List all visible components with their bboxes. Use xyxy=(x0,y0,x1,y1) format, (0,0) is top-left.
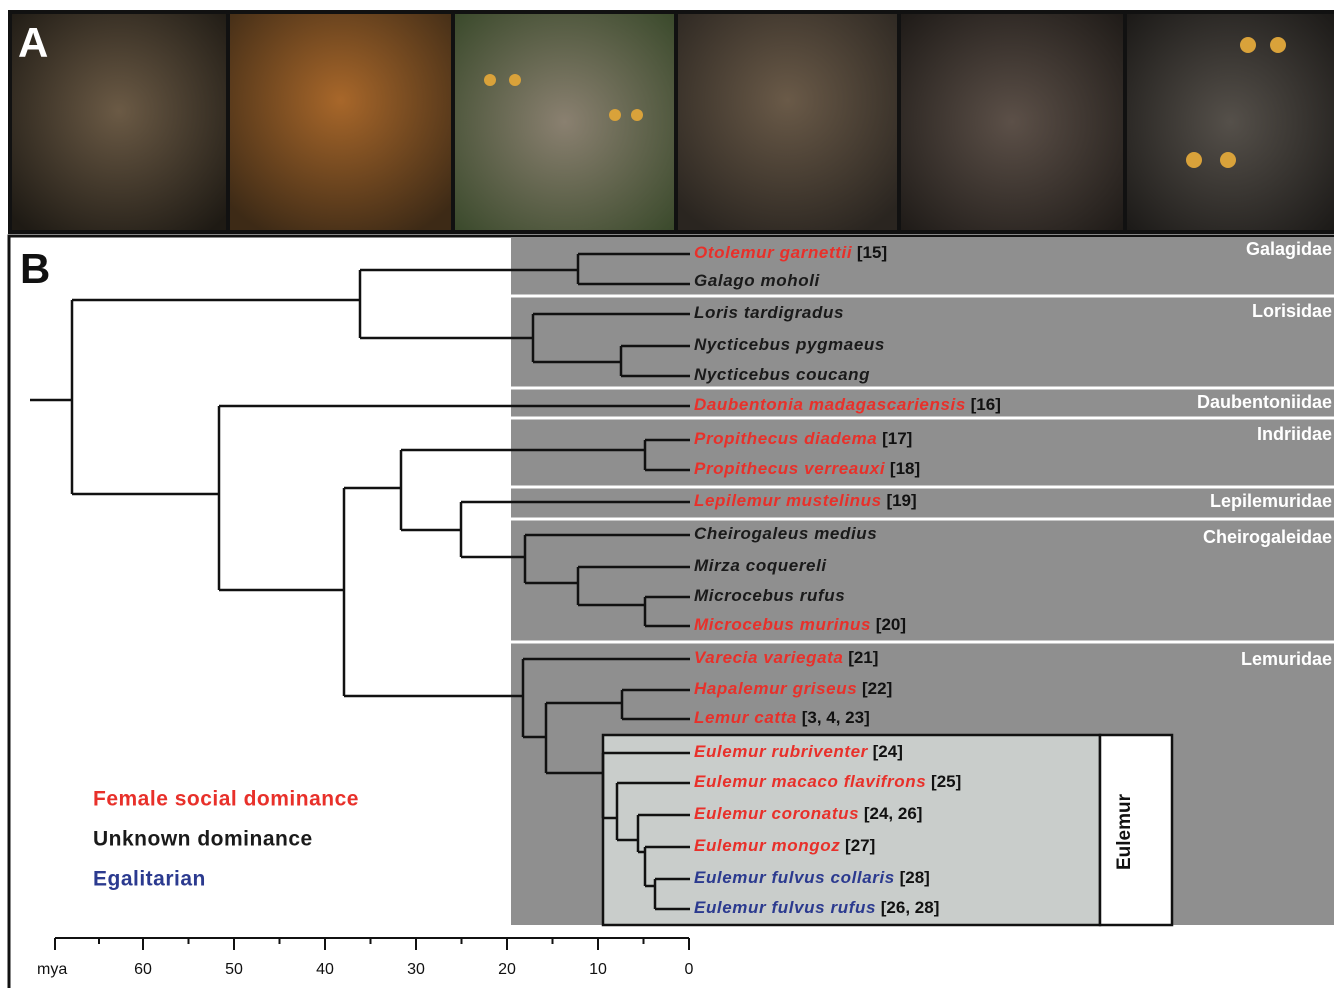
taxon-ref: [3, 4, 23] xyxy=(802,708,870,727)
legend-entry: Female social dominance xyxy=(93,788,359,811)
taxon: Galago moholi xyxy=(694,271,821,290)
taxon: Lemur catta [3, 4, 23] xyxy=(694,708,870,727)
legend-entry: Unknown dominance xyxy=(93,828,313,851)
taxon: Eulemur macaco flavifrons [25] xyxy=(694,772,961,791)
taxon: Loris tardigradus xyxy=(694,303,844,322)
taxon-name: Mirza coquereli xyxy=(694,556,827,575)
taxon: Daubentonia madagascariensis [16] xyxy=(694,395,1001,414)
taxon: Eulemur fulvus collaris [28] xyxy=(694,868,930,887)
taxon-name: Nycticebus pygmaeus xyxy=(694,335,885,354)
taxon-name: Eulemur fulvus collaris xyxy=(694,868,895,887)
taxon-ref: [25] xyxy=(931,772,961,791)
taxon-name: Eulemur mongoz xyxy=(694,836,840,855)
taxon: Nycticebus pygmaeus xyxy=(694,335,885,354)
taxon-name: Propithecus diadema xyxy=(694,429,877,448)
taxon: Cheirogaleus medius xyxy=(694,524,877,543)
taxon-name: Microcebus murinus xyxy=(694,615,871,634)
taxon: Propithecus verreauxi [18] xyxy=(694,459,920,478)
taxon: Mirza coquereli xyxy=(694,556,827,575)
family-label: Cheirogaleidae xyxy=(1203,527,1332,547)
taxon: Eulemur mongoz [27] xyxy=(694,836,875,855)
taxon: Eulemur rubriventer [24] xyxy=(694,742,903,761)
clade-label: Eulemur xyxy=(1114,793,1135,870)
taxon-name: Lemur catta xyxy=(694,708,797,727)
taxon-name: Galago moholi xyxy=(694,271,821,290)
taxon: Otolemur garnettii [15] xyxy=(694,243,887,262)
taxon-name: Hapalemur griseus xyxy=(694,679,857,698)
axis-tick-label: 50 xyxy=(225,961,243,978)
family-label: Galagidae xyxy=(1246,239,1332,259)
taxon: Microcebus murinus [20] xyxy=(694,615,906,634)
family-label: Indriidae xyxy=(1257,424,1332,444)
taxon-ref: [15] xyxy=(857,243,887,262)
taxon-ref: [20] xyxy=(876,615,906,634)
taxon-ref: [28] xyxy=(900,868,930,887)
taxon: Microcebus rufus xyxy=(694,586,845,605)
axis-tick-label: 10 xyxy=(589,961,607,978)
taxon-ref: [19] xyxy=(886,491,916,510)
legend-entry: Egalitarian xyxy=(93,868,206,891)
taxon-name: Eulemur macaco flavifrons xyxy=(694,772,926,791)
axis-tick-label: 20 xyxy=(498,961,516,978)
axis-tick-label: 40 xyxy=(316,961,334,978)
family-label: Lorisidae xyxy=(1252,301,1332,321)
taxon-name: Cheirogaleus medius xyxy=(694,524,877,543)
photo xyxy=(678,14,897,230)
taxon-name: Propithecus verreauxi xyxy=(694,459,886,478)
taxon-ref: [22] xyxy=(862,679,892,698)
taxon-ref: [24, 26] xyxy=(864,804,923,823)
taxon-ref: [26, 28] xyxy=(881,898,940,917)
family-label: Lepilemuridae xyxy=(1210,491,1332,511)
taxon: Lepilemur mustelinus [19] xyxy=(694,491,917,510)
panel-label: A xyxy=(18,19,48,66)
panel-label: B xyxy=(20,245,50,292)
axis-unit: mya xyxy=(37,961,67,978)
taxon: Nycticebus coucang xyxy=(694,365,870,384)
taxon-ref: [24] xyxy=(873,742,903,761)
photo xyxy=(455,14,674,230)
family-label: Lemuridae xyxy=(1241,649,1332,669)
taxon-name: Lepilemur mustelinus xyxy=(694,491,882,510)
taxon-name: Loris tardigradus xyxy=(694,303,844,322)
clade-label-box xyxy=(1100,735,1172,925)
taxon-name: Otolemur garnettii xyxy=(694,243,853,262)
taxon-name: Microcebus rufus xyxy=(694,586,845,605)
taxon-ref: [21] xyxy=(848,648,878,667)
clade-box xyxy=(603,735,1100,925)
taxon-name: Varecia variegata xyxy=(694,648,843,667)
photo xyxy=(230,14,451,230)
figure: A B Eulemur mya Otolemur garnettii [15] G… xyxy=(0,0,1334,988)
taxon-name: Nycticebus coucang xyxy=(694,365,870,384)
taxon-name: Eulemur fulvus rufus xyxy=(694,898,876,917)
axis-tick-label: 60 xyxy=(134,961,152,978)
taxon-ref: [18] xyxy=(890,459,920,478)
axis-tick-label: 0 xyxy=(685,961,694,978)
taxon: Varecia variegata [21] xyxy=(694,648,878,667)
photo xyxy=(1127,14,1334,230)
taxon-ref: [17] xyxy=(882,429,912,448)
photo xyxy=(901,14,1123,230)
axis-tick-label: 30 xyxy=(407,961,425,978)
taxon: Propithecus diadema [17] xyxy=(694,429,912,448)
family-label: Daubentoniidae xyxy=(1197,392,1332,412)
taxon: Eulemur fulvus rufus [26, 28] xyxy=(694,898,939,917)
taxon: Hapalemur griseus [22] xyxy=(694,679,892,698)
taxon-name: Daubentonia madagascariensis xyxy=(694,395,966,414)
taxon-name: Eulemur coronatus xyxy=(694,804,859,823)
taxon-ref: [16] xyxy=(971,395,1001,414)
taxon-ref: [27] xyxy=(845,836,875,855)
taxon-name: Eulemur rubriventer xyxy=(694,742,869,761)
taxon: Eulemur coronatus [24, 26] xyxy=(694,804,922,823)
